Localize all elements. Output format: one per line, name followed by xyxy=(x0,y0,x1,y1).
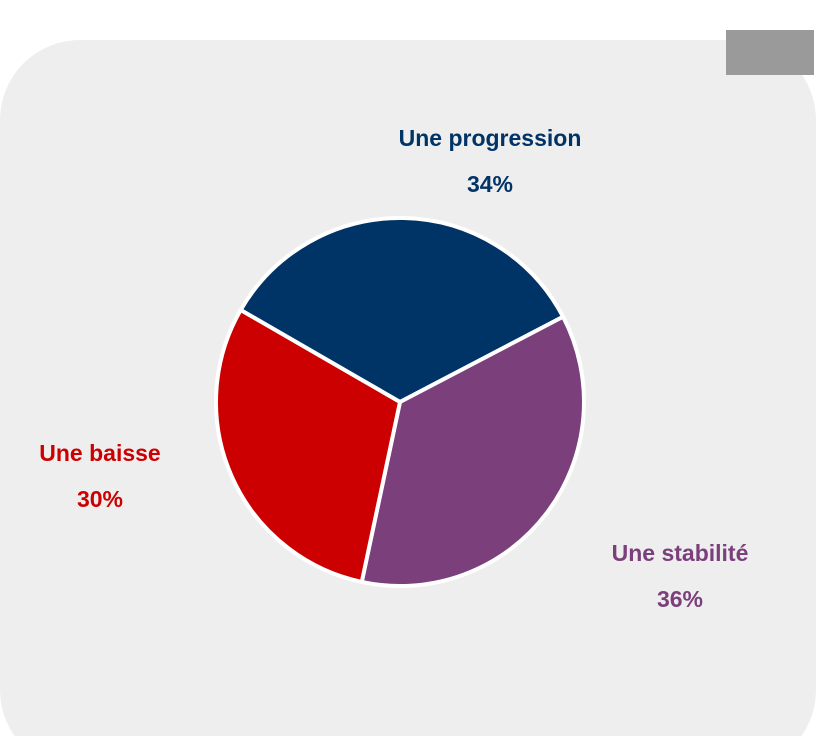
slice-value-label: 30% xyxy=(77,486,123,512)
slice-label: Une baisse xyxy=(39,440,160,466)
slice-label: Une progression xyxy=(399,125,582,151)
pie-slice xyxy=(359,314,586,588)
slice-value-label: 36% xyxy=(657,586,703,612)
pie-slice xyxy=(214,308,402,584)
slice-label: Une stabilité xyxy=(612,540,749,566)
corner-box xyxy=(726,30,814,75)
slice-value-label: 34% xyxy=(467,171,513,197)
